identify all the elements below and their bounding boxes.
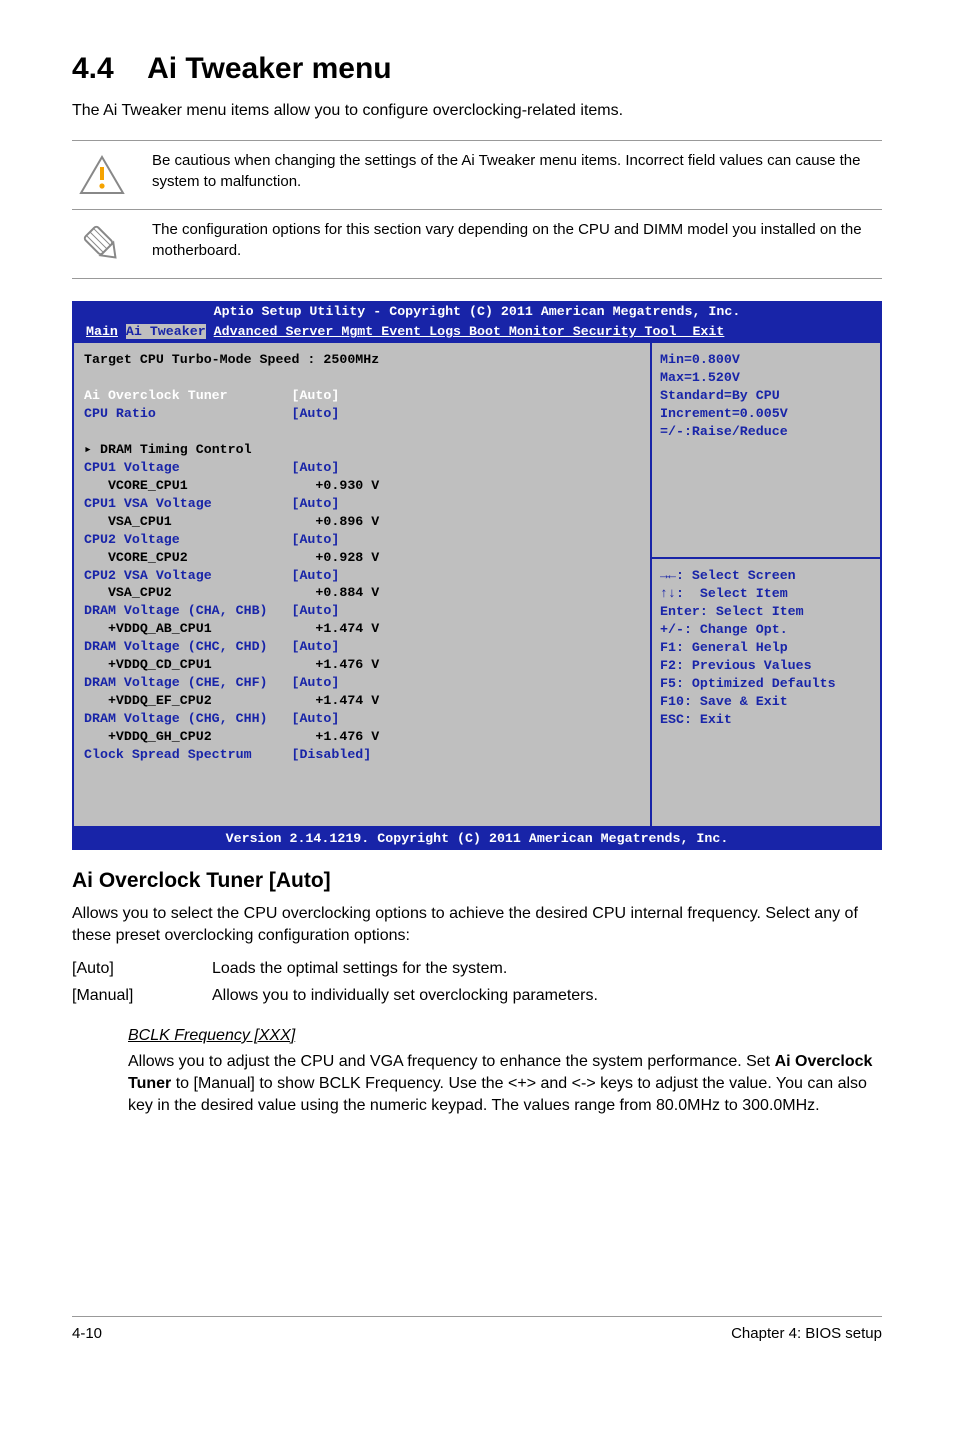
bios-line [84,782,640,800]
bios-line: ▸ DRAM Timing Control [84,441,640,459]
bios-line [84,764,640,782]
chapter-label: Chapter 4: BIOS setup [731,1323,882,1344]
bios-line: CPU Ratio [Auto] [84,405,640,423]
caution-icon [72,147,132,203]
bios-line: VSA_CPU2 +0.884 V [84,584,640,602]
bios-line: CPU1 Voltage [Auto] [84,459,640,477]
bios-screen: Aptio Setup Utility - Copyright (C) 2011… [72,301,882,849]
pencil-icon [72,216,132,272]
bios-line: Ai Overclock Tuner [Auto] [84,387,640,405]
bios-line: +VDDQ_EF_CPU2 +1.474 V [84,692,640,710]
bios-menu-bar: Main Ai Tweaker Advanced Server Mgmt Eve… [72,323,882,343]
option-val: Allows you to individually set overclock… [212,985,882,1007]
bios-line: DRAM Voltage (CHG, CHH) [Auto] [84,710,640,728]
bios-menu-main[interactable]: Main [86,324,118,339]
bios-line: +VDDQ_CD_CPU1 +1.476 V [84,656,640,674]
bios-line: VSA_CPU1 +0.896 V [84,513,640,531]
option-row: [Manual] Allows you to individually set … [72,985,882,1007]
bios-line: CPU1 VSA Voltage [Auto] [84,495,640,513]
bios-line: DRAM Voltage (CHA, CHB) [Auto] [84,602,640,620]
bios-line: +VDDQ_GH_CPU2 +1.476 V [84,728,640,746]
page-number: 4-10 [72,1323,102,1344]
heading-title: Ai Tweaker menu [147,52,392,85]
bios-line: +VDDQ_AB_CPU1 +1.474 V [84,620,640,638]
note-pencil: The configuration options for this secti… [72,210,882,279]
sub-body-2: to [Manual] to show BCLK Frequency. Use … [128,1075,867,1114]
sub-title: BCLK Frequency [XXX] [128,1025,882,1047]
bios-line: VCORE_CPU1 +0.930 V [84,477,640,495]
heading-number: 4.4 [72,52,114,85]
note-text: Be cautious when changing the settings o… [152,147,882,192]
bios-line: Target CPU Turbo-Mode Speed : 2500MHz [84,351,640,369]
intro-text: The Ai Tweaker menu items allow you to c… [72,100,882,122]
bios-line: CPU2 Voltage [Auto] [84,531,640,549]
bios-header: Aptio Setup Utility - Copyright (C) 2011… [72,301,882,323]
bios-help-bottom: →←: Select Screen ↑↓: Select Item Enter:… [652,559,880,825]
bios-menu-rest[interactable]: Advanced Server Mgmt Event Logs Boot Mon… [214,324,725,339]
page-heading: 4.4 Ai Tweaker menu [72,48,882,90]
bios-line: VCORE_CPU2 +0.928 V [84,549,640,567]
sub-body: Allows you to adjust the CPU and VGA fre… [128,1051,882,1116]
section-title: Ai Overclock Tuner [Auto] [72,866,882,895]
section-body: Allows you to select the CPU overclockin… [72,903,882,946]
note-caution: Be cautious when changing the settings o… [72,140,882,210]
option-row: [Auto] Loads the optimal settings for th… [72,958,882,980]
bios-line: Clock Spread Spectrum [Disabled] [84,746,640,764]
page-footer: 4-10 Chapter 4: BIOS setup [72,1316,882,1344]
bios-line: DRAM Voltage (CHC, CHD) [Auto] [84,638,640,656]
bios-menu-active[interactable]: Ai Tweaker [126,324,206,339]
bios-footer: Version 2.14.1219. Copyright (C) 2011 Am… [72,828,882,850]
note-text: The configuration options for this secti… [152,216,882,261]
option-val: Loads the optimal settings for the syste… [212,958,882,980]
bios-left-pane: Target CPU Turbo-Mode Speed : 2500MHz Ai… [74,343,650,825]
bios-line [84,369,640,387]
sub-body-1: Allows you to adjust the CPU and VGA fre… [128,1053,775,1070]
bios-line [84,800,640,818]
bios-line: CPU2 VSA Voltage [Auto] [84,567,640,585]
bios-line [84,423,640,441]
option-key: [Auto] [72,958,212,980]
option-key: [Manual] [72,985,212,1007]
bios-line: DRAM Voltage (CHE, CHF) [Auto] [84,674,640,692]
bios-help-top: Min=0.800V Max=1.520V Standard=By CPU In… [652,343,880,559]
